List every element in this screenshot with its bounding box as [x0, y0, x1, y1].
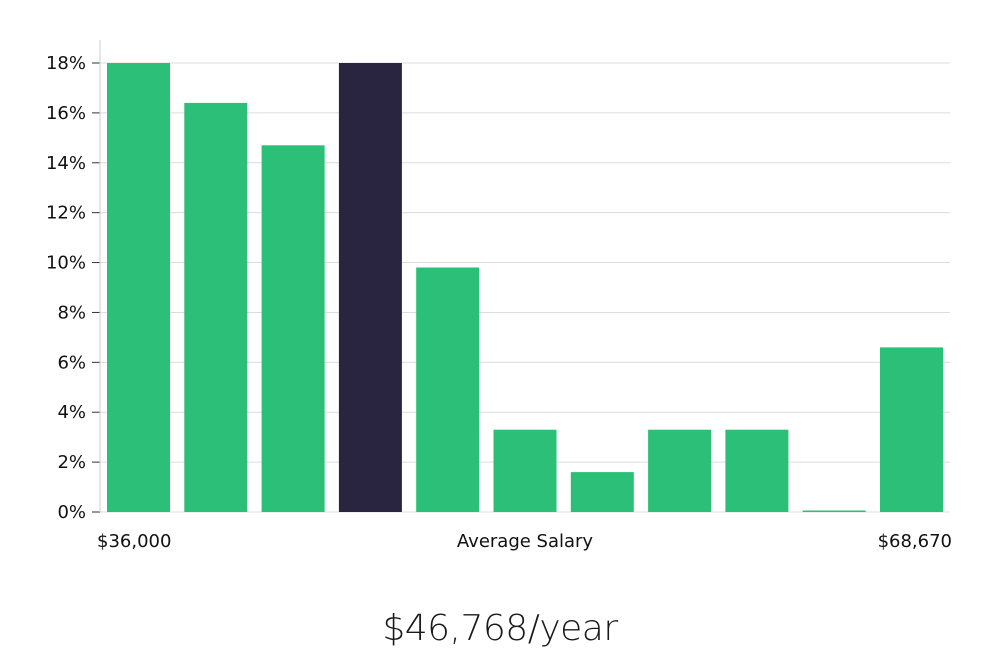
- y-tick-label: 6%: [57, 352, 86, 373]
- bar: [648, 429, 712, 512]
- y-tick-label: 14%: [46, 153, 86, 174]
- bar: [184, 102, 248, 513]
- salary-histogram: 0% 2% 4% 6% 8% 10% 12% 14% 16% 18% $36,000 Averag…: [46, 40, 952, 552]
- x-axis-label: Average Salary: [457, 531, 594, 552]
- y-tick-label: 12%: [46, 203, 86, 224]
- bar: [107, 63, 170, 512]
- bar: [570, 472, 634, 512]
- bar-highlighted: [338, 63, 402, 512]
- y-tick-label: 4%: [57, 402, 86, 423]
- y-tick-label: 10%: [46, 253, 86, 274]
- y-tick-label: 18%: [46, 53, 86, 74]
- bars: [107, 63, 943, 513]
- bar: [802, 510, 866, 512]
- bar: [725, 429, 789, 512]
- bar: [261, 145, 325, 513]
- y-tick-label: 8%: [57, 302, 86, 323]
- bar: [493, 429, 557, 512]
- y-axis-ticks: 0% 2% 4% 6% 8% 10% 12% 14% 16% 18%: [46, 53, 100, 523]
- y-tick-label: 2%: [57, 452, 86, 473]
- bar: [416, 267, 480, 512]
- y-tick-label: 0%: [57, 502, 86, 523]
- x-max-label: $68,670: [878, 531, 952, 552]
- y-tick-label: 16%: [46, 103, 86, 124]
- bar: [880, 347, 943, 512]
- x-min-label: $36,000: [97, 531, 171, 552]
- average-salary-value: $46,768/year: [382, 608, 618, 649]
